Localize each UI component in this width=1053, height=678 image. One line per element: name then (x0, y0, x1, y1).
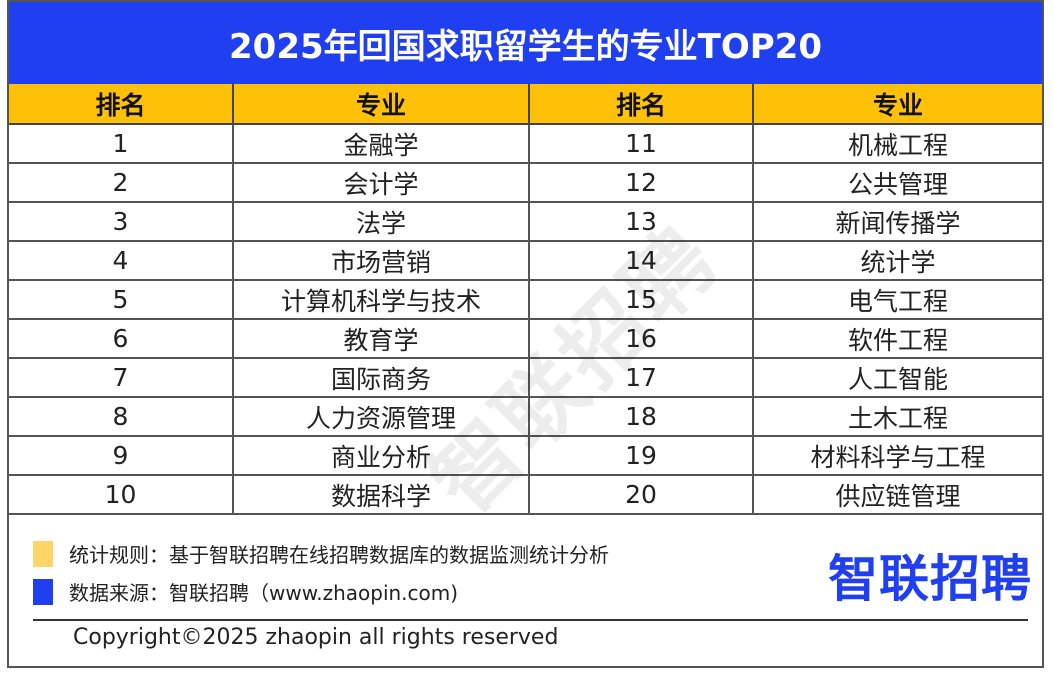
major-right-cell: 新闻传播学 (753, 202, 1042, 242)
rank-right-cell: 16 (529, 319, 754, 359)
rank-left-cell: 2 (9, 163, 234, 203)
table-header-row: 排名 专业 排名 专业 (9, 84, 1042, 125)
table-row: 10 数据科学 20 供应链管理 (9, 475, 1042, 515)
major-right-cell: 软件工程 (753, 319, 1042, 359)
major-right-cell: 统计学 (753, 241, 1042, 281)
table-row: 4 市场营销 14 统计学 (9, 241, 1042, 281)
table-row: 5 计算机科学与技术 15 电气工程 (9, 280, 1042, 320)
major-left-cell: 教育学 (233, 319, 530, 359)
rank-right-cell: 11 (529, 124, 754, 164)
legend-source: 数据来源：智联招聘（www.zhaopin.com) (33, 577, 458, 606)
major-right-cell: 人工智能 (753, 358, 1042, 398)
rank-left-cell: 10 (9, 475, 234, 515)
major-left-cell: 数据科学 (233, 475, 530, 515)
table-row: 9 商业分析 19 材料科学与工程 (9, 436, 1042, 476)
ranking-table-body: 1 金融学 11 机械工程 2 会计学 12 公共管理 3 法学 13 新闻传播学 4 市场营销 14 统计学… (9, 124, 1042, 515)
rank-right-cell: 17 (529, 358, 754, 398)
major-right-cell: 电气工程 (753, 280, 1042, 320)
major-left-cell: 市场营销 (233, 241, 530, 281)
major-right-cell: 土木工程 (753, 397, 1042, 437)
table-row: 1 金融学 11 机械工程 (9, 124, 1042, 164)
rank-right-cell: 19 (529, 436, 754, 476)
major-left-cell: 法学 (233, 202, 530, 242)
major-right-cell: 材料科学与工程 (753, 436, 1042, 476)
ranking-table: 排名 专业 排名 专业 1 金融学 11 机械工程 2 会计学 12 公共管理 3 法学 13 新闻传… (9, 84, 1042, 515)
rank-right-cell: 18 (529, 397, 754, 437)
source-text: 数据来源：智联招聘（www.zhaopin.com) (69, 581, 459, 605)
legend-rule: 统计规则：基于智联招聘在线招聘数据库的数据监测统计分析 (33, 539, 609, 568)
table-row: 8 人力资源管理 18 土木工程 (9, 397, 1042, 437)
column-header-rank-left: 排名 (9, 84, 234, 125)
rank-right-cell: 14 (529, 241, 754, 281)
source-swatch (33, 578, 53, 605)
rank-left-cell: 5 (9, 280, 234, 320)
column-header-major-left: 专业 (233, 84, 530, 125)
page-title: 2025年回国求职留学生的专业TOP20 (9, 2, 1042, 84)
rank-left-cell: 6 (9, 319, 234, 359)
footer: 统计规则：基于智联招聘在线招聘数据库的数据监测统计分析 数据来源：智联招聘（ww… (9, 519, 1042, 670)
rule-text: 统计规则：基于智联招聘在线招聘数据库的数据监测统计分析 (69, 543, 609, 567)
divider (33, 619, 1028, 621)
table-row: 2 会计学 12 公共管理 (9, 163, 1042, 203)
copyright-text: Copyright©2025 zhaopin all rights reserv… (73, 625, 559, 650)
major-left-cell: 金融学 (233, 124, 530, 164)
major-right-cell: 供应链管理 (753, 475, 1042, 515)
rank-right-cell: 20 (529, 475, 754, 515)
rank-left-cell: 4 (9, 241, 234, 281)
rank-left-cell: 7 (9, 358, 234, 398)
rank-left-cell: 9 (9, 436, 234, 476)
rank-left-cell: 3 (9, 202, 234, 242)
brand-logo: 智联招聘 (828, 550, 1032, 608)
rank-right-cell: 13 (529, 202, 754, 242)
rank-right-cell: 12 (529, 163, 754, 203)
rank-left-cell: 1 (9, 124, 234, 164)
major-left-cell: 人力资源管理 (233, 397, 530, 437)
rule-swatch (33, 540, 53, 567)
rank-right-cell: 15 (529, 280, 754, 320)
major-left-cell: 国际商务 (233, 358, 530, 398)
table-row: 7 国际商务 17 人工智能 (9, 358, 1042, 398)
major-right-cell: 公共管理 (753, 163, 1042, 203)
major-left-cell: 商业分析 (233, 436, 530, 476)
major-left-cell: 计算机科学与技术 (233, 280, 530, 320)
rank-left-cell: 8 (9, 397, 234, 437)
column-header-major-right: 专业 (753, 84, 1042, 125)
column-header-rank-right: 排名 (529, 84, 754, 125)
table-row: 3 法学 13 新闻传播学 (9, 202, 1042, 242)
major-right-cell: 机械工程 (753, 124, 1042, 164)
infographic-frame: 2025年回国求职留学生的专业TOP20 排名 专业 排名 专业 1 金融学 11 机… (7, 0, 1044, 668)
major-left-cell: 会计学 (233, 163, 530, 203)
table-row: 6 教育学 16 软件工程 (9, 319, 1042, 359)
